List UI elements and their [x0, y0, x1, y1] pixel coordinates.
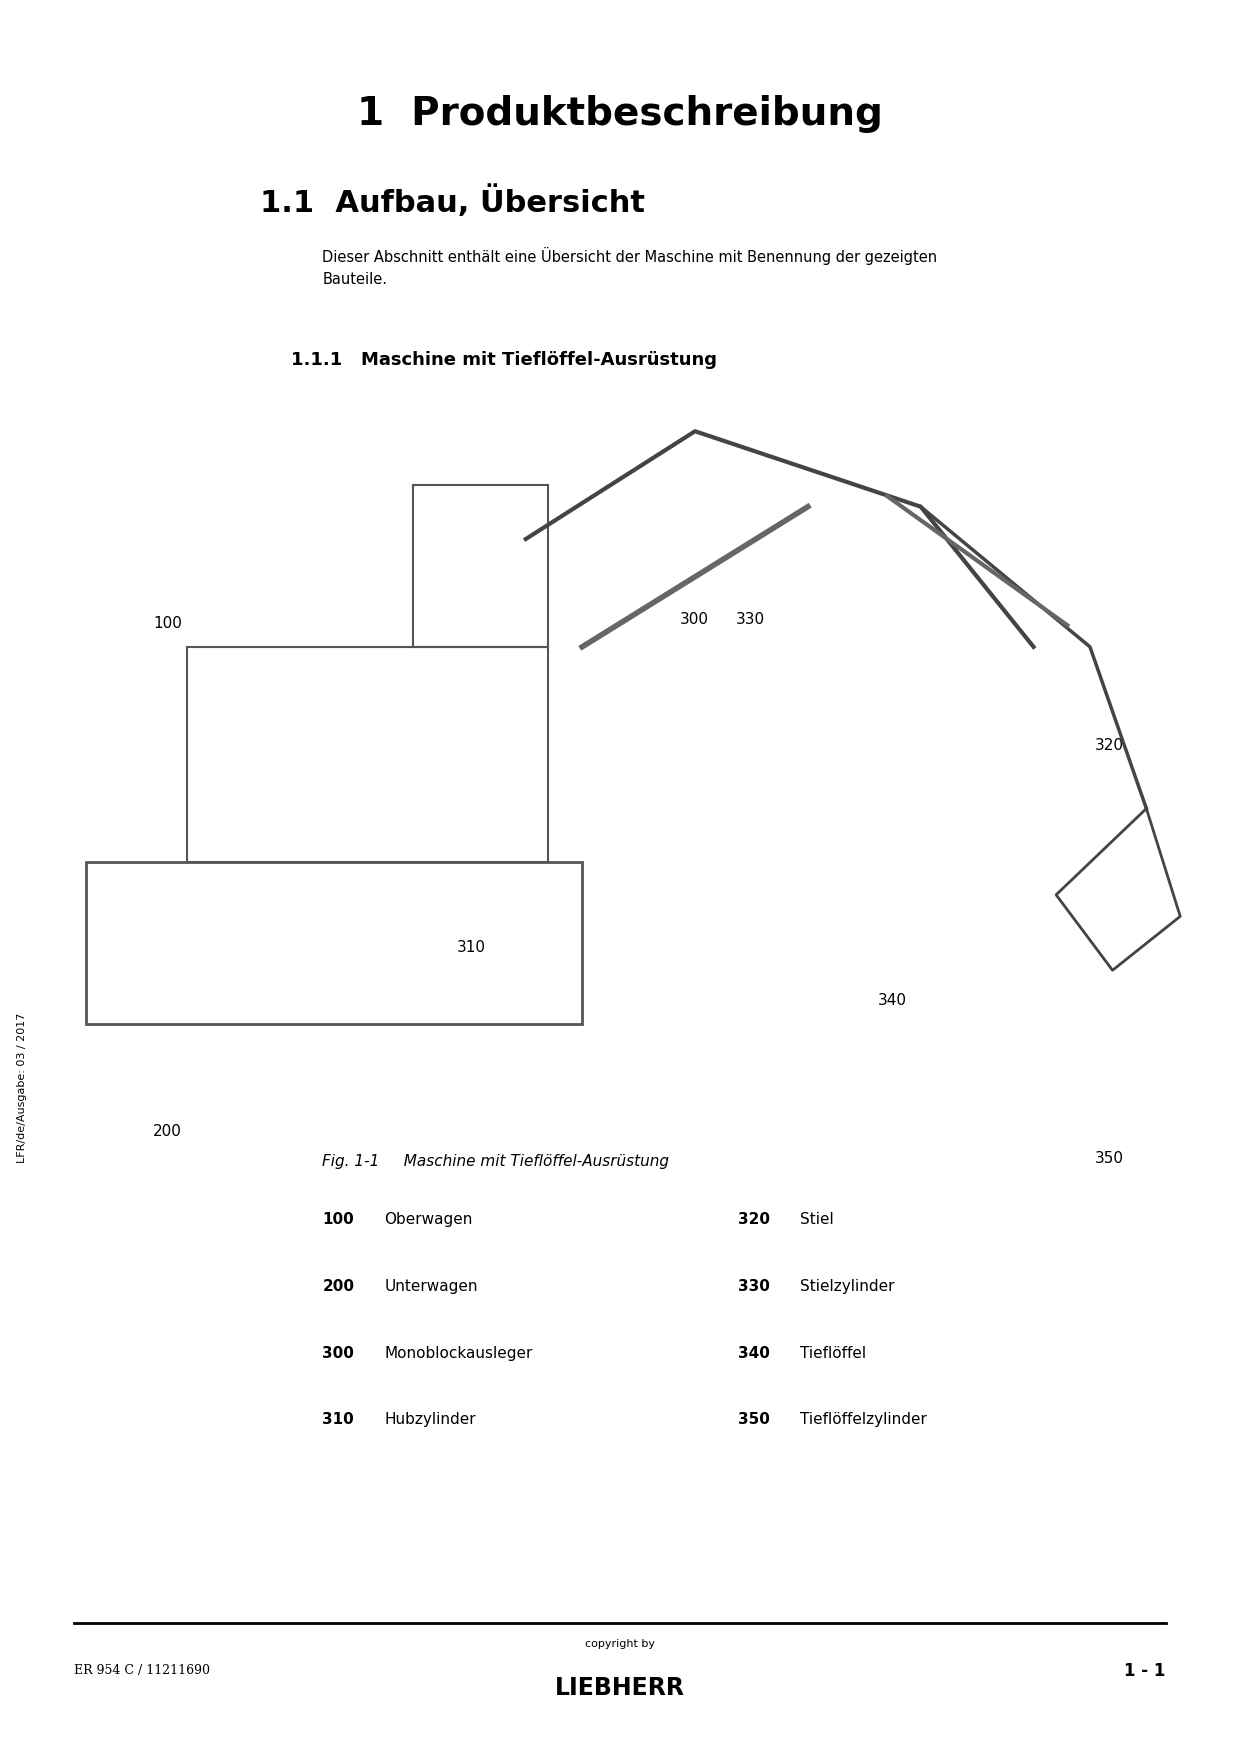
Text: 310: 310 [322, 1413, 355, 1427]
Text: 330: 330 [735, 612, 765, 627]
Text: Monoblockausleger: Monoblockausleger [384, 1346, 533, 1360]
Text: LFR/de/Ausgabe: 03 / 2017: LFR/de/Ausgabe: 03 / 2017 [17, 1013, 27, 1164]
Text: 200: 200 [153, 1125, 182, 1139]
Text: Stielzylinder: Stielzylinder [800, 1279, 894, 1293]
Text: 1.1  Aufbau, Übersicht: 1.1 Aufbau, Übersicht [260, 186, 645, 218]
Text: 310: 310 [456, 941, 486, 955]
Text: Tieflöffelzylinder: Tieflöffelzylinder [800, 1413, 926, 1427]
Text: 320: 320 [738, 1213, 770, 1227]
Text: 330: 330 [738, 1279, 770, 1293]
Text: 350: 350 [738, 1413, 770, 1427]
Text: 340: 340 [878, 993, 908, 1007]
Text: 200: 200 [322, 1279, 355, 1293]
Text: Oberwagen: Oberwagen [384, 1213, 472, 1227]
Text: 320: 320 [1095, 739, 1125, 753]
Text: ER 954 C / 11211690: ER 954 C / 11211690 [74, 1664, 211, 1678]
Text: 100: 100 [322, 1213, 355, 1227]
Text: 300: 300 [680, 612, 709, 627]
Text: LIEBHERR: LIEBHERR [556, 1676, 684, 1701]
Text: 1 - 1: 1 - 1 [1125, 1662, 1166, 1680]
Text: Tieflöffel: Tieflöffel [800, 1346, 866, 1360]
Text: Unterwagen: Unterwagen [384, 1279, 477, 1293]
Text: Hubzylinder: Hubzylinder [384, 1413, 476, 1427]
Text: copyright by: copyright by [585, 1639, 655, 1650]
Text: Fig. 1-1     Maschine mit Tieflöffel-Ausrüstung: Fig. 1-1 Maschine mit Tieflöffel-Ausrüst… [322, 1155, 670, 1169]
Text: Stiel: Stiel [800, 1213, 833, 1227]
Text: 300: 300 [322, 1346, 355, 1360]
Text: 1.1.1   Maschine mit Tieflöffel-Ausrüstung: 1.1.1 Maschine mit Tieflöffel-Ausrüstung [291, 351, 718, 369]
Text: 100: 100 [153, 616, 182, 630]
Text: 350: 350 [1095, 1151, 1125, 1165]
Text: 340: 340 [738, 1346, 770, 1360]
Text: 1  Produktbeschreibung: 1 Produktbeschreibung [357, 95, 883, 133]
Text: Dieser Abschnitt enthält eine Übersicht der Maschine mit Benennung der gezeigten: Dieser Abschnitt enthält eine Übersicht … [322, 247, 937, 286]
